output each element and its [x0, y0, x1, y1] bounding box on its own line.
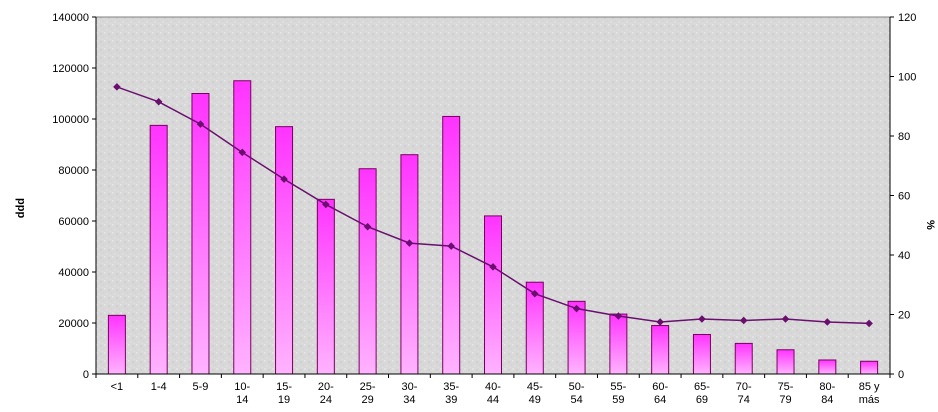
left-tick-label-2: 40000: [58, 267, 89, 279]
left-tick-label-4: 80000: [58, 165, 89, 177]
right-tick-label-1: 20: [898, 310, 910, 322]
bar-16: [776, 349, 795, 375]
line-point-12: [614, 312, 623, 320]
right-y-axis-labels: 0 20 40 60 80 100 120: [890, 12, 916, 381]
x-tick-label-4: 15-19: [276, 381, 292, 406]
x-tick-label-8: 35-39: [443, 381, 459, 406]
line-point-3: [238, 148, 247, 157]
line-point-2: [196, 120, 205, 128]
line-point-7: [405, 239, 414, 247]
x-tick-label-17: 80-84: [819, 381, 835, 406]
bar-17: [818, 359, 837, 375]
x-tick-label-14: 65-69: [694, 381, 710, 406]
x-tick-label-18: 85 y más: [859, 381, 880, 406]
line-point-6: [363, 222, 372, 231]
left-tick-label-1: 20000: [58, 318, 89, 330]
left-y-axis-labels: 0 20000 40000 60000 80000 100000 120000 140000: [52, 12, 96, 381]
line-point-14: [698, 315, 706, 323]
right-y-axis-title: %: [924, 220, 936, 230]
line-point-4: [280, 175, 288, 183]
bar-4: [275, 126, 294, 375]
x-tick-label-13: 60-64: [652, 381, 668, 406]
left-tick-label-3: 60000: [58, 216, 89, 228]
line-point-8: [447, 242, 455, 250]
bar-0: [107, 314, 126, 375]
bar-13: [651, 325, 670, 375]
line-point-13: [656, 318, 664, 326]
bar-2: [191, 93, 210, 375]
line-point-16: [781, 315, 790, 323]
line-point-9: [489, 263, 497, 271]
right-tick-label-2: 40: [898, 250, 910, 262]
left-tick-label-7: 140000: [52, 12, 89, 24]
bar-1: [149, 124, 168, 375]
x-tick-label-2: 5-9: [193, 381, 209, 393]
x-tick-label-7: 30-34: [401, 381, 417, 406]
line-point-5: [322, 200, 330, 209]
x-tick-label-9: 40-44: [485, 381, 501, 406]
line-point-11: [572, 304, 581, 313]
left-y-axis-title: ppp: [15, 198, 27, 218]
bar-7: [400, 154, 419, 375]
bar-15: [734, 342, 753, 375]
right-tick-label-5: 100: [898, 72, 916, 84]
x-tick-label-11: 50-54: [569, 381, 585, 406]
line-point-1: [154, 98, 163, 106]
x-tick-label-12: 55-59: [610, 381, 626, 406]
line-point-15: [739, 316, 748, 325]
x-tick-label-5: 20-24: [318, 381, 334, 406]
x-tick-label-3: 10-14: [234, 381, 250, 406]
right-tick-label-6: 120: [898, 12, 916, 24]
line-point-17: [823, 318, 832, 326]
x-tick-label-15: 70-74: [736, 381, 752, 406]
x-tick-label-1: 1-4: [151, 381, 167, 393]
bar-14: [692, 333, 711, 375]
bar-6: [358, 168, 377, 375]
bar-3: [233, 80, 252, 375]
right-tick-label-4: 80: [898, 131, 910, 143]
x-tick-label-0: <1: [111, 381, 124, 393]
x-tick-label-10: 45-49: [527, 381, 543, 406]
right-tick-label-3: 60: [898, 191, 910, 203]
bar-5: [316, 198, 335, 375]
line-series-group: [113, 83, 873, 328]
left-tick-label-5: 100000: [52, 114, 89, 126]
left-tick-label-6: 120000: [52, 63, 89, 75]
line-point-0: [113, 83, 121, 91]
x-axis-labels: <1 1-4 5-9 10-14 15-19 20-24 25-29 30-34 35-39 40…: [95, 374, 891, 406]
x-tick-label-16: 75-79: [778, 381, 794, 406]
x-tick-label-6: 25-29: [360, 381, 376, 406]
line-point-10: [531, 289, 539, 298]
bar-9: [484, 215, 502, 375]
bar-18: [860, 360, 879, 375]
line-point-18: [865, 319, 873, 328]
right-tick-label-0: 0: [898, 369, 904, 381]
left-tick-label-0: 0: [83, 369, 89, 381]
bars-group: [107, 80, 879, 375]
bar-12: [609, 313, 628, 375]
